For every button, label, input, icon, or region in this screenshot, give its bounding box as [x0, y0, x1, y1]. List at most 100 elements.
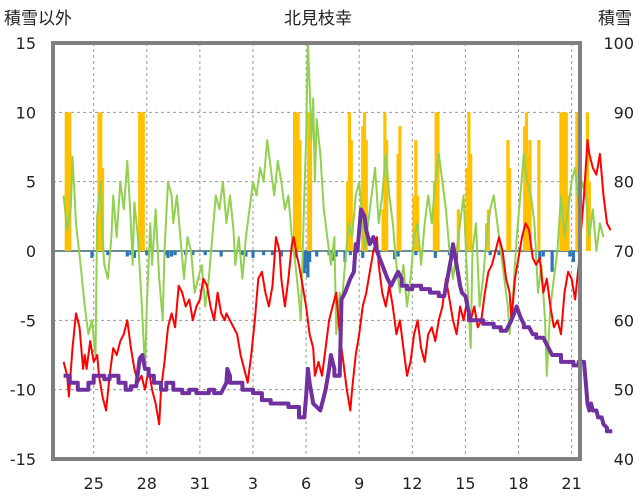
x-tick-label: 15 — [455, 474, 475, 493]
bar — [308, 251, 312, 263]
bar — [398, 126, 402, 251]
bar — [568, 251, 572, 257]
bar — [361, 126, 365, 251]
series-line — [63, 207, 613, 434]
bar — [412, 195, 416, 251]
bar — [191, 251, 195, 256]
bar — [506, 140, 510, 251]
left-tick-label: 10 — [16, 103, 36, 122]
bar — [307, 112, 311, 251]
x-tick-label: 18 — [508, 474, 528, 493]
bar — [308, 126, 313, 251]
bar — [467, 112, 471, 251]
left-tick-label: 15 — [16, 34, 36, 53]
bar — [219, 251, 223, 257]
bar — [381, 209, 385, 251]
bar — [270, 251, 275, 256]
bar — [66, 112, 70, 251]
left-tick-label: -15 — [10, 450, 36, 469]
bar — [385, 140, 389, 251]
bar — [164, 251, 168, 256]
bar — [304, 251, 308, 268]
line-series — [62, 42, 613, 434]
x-tick-label: 21 — [561, 474, 581, 493]
bar — [562, 112, 567, 251]
bar — [348, 251, 352, 256]
right-tick-label: 80 — [614, 173, 634, 192]
left-tick-label: 0 — [26, 242, 36, 261]
bar — [347, 112, 352, 251]
bar — [129, 251, 133, 256]
bar — [315, 251, 319, 257]
left-axis-ticks: 15 10 5 0 -5 -10 -15 — [10, 34, 36, 469]
bar — [125, 251, 129, 257]
bar — [97, 112, 101, 251]
bar — [497, 251, 501, 256]
bar — [294, 112, 298, 251]
right-tick-label: 50 — [614, 381, 634, 400]
bar — [361, 251, 365, 258]
bar — [537, 140, 541, 251]
bar — [432, 181, 437, 251]
bar — [526, 153, 530, 251]
x-tick-label: 28 — [137, 474, 157, 493]
x-tick-label: 25 — [84, 474, 104, 493]
bar — [298, 140, 302, 251]
left-tick-label: -5 — [20, 311, 36, 330]
bar — [465, 167, 469, 251]
bar — [523, 126, 527, 251]
x-tick-label: 31 — [190, 474, 210, 493]
bar — [383, 112, 387, 251]
chart-title: 北見枝幸 — [284, 9, 352, 29]
x-axis-ticks: 25 28 31 3 6 9 12 15 18 21 — [84, 474, 582, 493]
series-line — [62, 139, 612, 426]
bar — [364, 140, 368, 251]
bar — [396, 153, 400, 251]
bar — [244, 251, 248, 257]
series-line — [62, 42, 605, 377]
bar — [541, 251, 545, 257]
x-tick-label: 3 — [248, 474, 258, 493]
bar — [64, 112, 68, 251]
bar — [279, 251, 283, 257]
bar — [587, 181, 591, 251]
left-axis-title: 積雪以外 — [4, 9, 72, 29]
right-axis-title: 積雪 — [598, 9, 632, 29]
right-tick-label: 70 — [614, 242, 634, 261]
bar — [145, 251, 149, 256]
bar — [166, 251, 170, 258]
bar — [132, 251, 137, 258]
bar — [550, 251, 554, 272]
bar — [585, 112, 590, 251]
bar — [68, 112, 72, 251]
bar — [139, 112, 144, 251]
bar — [203, 251, 207, 256]
x-tick-label: 9 — [354, 474, 364, 493]
bar — [292, 112, 297, 251]
bar — [396, 251, 400, 257]
bar — [346, 181, 350, 251]
right-tick-label: 60 — [614, 311, 634, 330]
bar — [306, 251, 310, 278]
left-tick-label: -10 — [10, 381, 36, 400]
bar — [488, 251, 492, 256]
bar — [538, 251, 542, 260]
bar — [251, 251, 255, 258]
x-tick-label: 12 — [402, 474, 422, 493]
right-tick-label: 90 — [614, 103, 634, 122]
bar — [564, 112, 568, 251]
bar — [173, 251, 177, 256]
bar — [138, 112, 142, 251]
bar — [334, 251, 338, 257]
bar — [414, 251, 418, 256]
bar — [296, 112, 300, 251]
bar — [106, 251, 110, 256]
bar — [262, 251, 266, 256]
bar — [433, 251, 437, 258]
bar — [240, 251, 244, 256]
bar — [349, 140, 353, 251]
right-tick-label: 40 — [614, 450, 634, 469]
left-tick-label: 5 — [26, 173, 36, 192]
bar — [293, 251, 298, 258]
